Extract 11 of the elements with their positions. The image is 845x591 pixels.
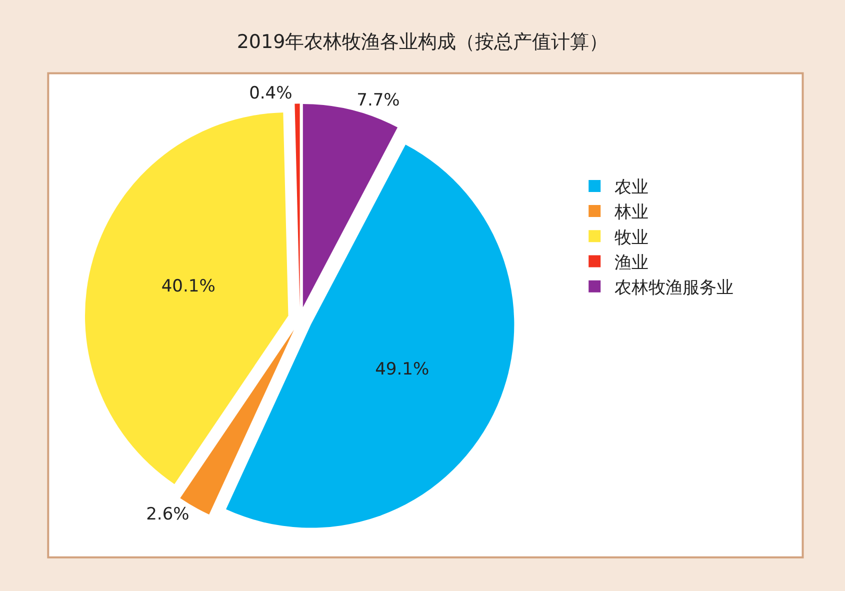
data-label: 40.1%	[161, 276, 216, 296]
data-label: 0.4%	[249, 84, 292, 104]
legend-label: 农业	[614, 178, 649, 198]
legend-label: 牧业	[614, 228, 649, 248]
data-label: 2.6%	[146, 504, 190, 525]
legend-label: 林业	[614, 202, 649, 223]
data-label: 49.1%	[375, 359, 430, 380]
legend-label: 农林牧渔服务业	[614, 278, 734, 298]
chart-title: 2019年农林牧渔各业构成（按总产值计算）	[236, 31, 608, 54]
data-label: 7.7%	[356, 90, 400, 111]
legend-label: 渔业	[614, 252, 649, 273]
